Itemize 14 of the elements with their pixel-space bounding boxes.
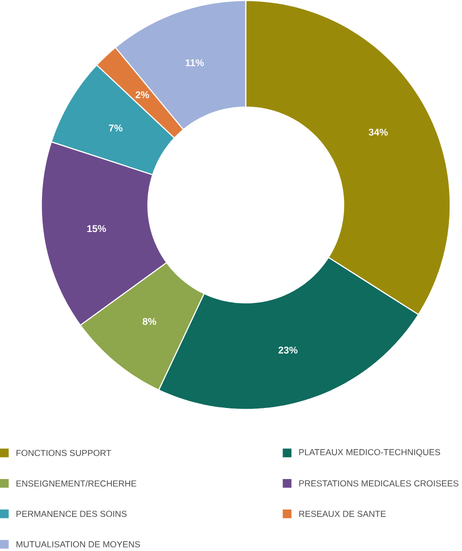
data-label: 15% — [87, 225, 106, 232]
legend-label: PERMANENCE DES SOINS — [16, 510, 126, 517]
data-label: 23% — [278, 346, 298, 354]
legend-label: MUTUALISATION DE MOYENS — [16, 541, 140, 548]
legend-label: PRESTATIONS MEDICALES CROISEES — [299, 480, 458, 486]
legend-label: FONCTIONS SUPPORT — [16, 450, 111, 456]
data-label: 2% — [135, 91, 149, 98]
data-label: 7% — [108, 124, 122, 132]
legend-label: ENSEIGNEMENT/RECHERHE — [16, 480, 136, 487]
legend-label: RESEAUX DE SANTE — [299, 510, 386, 517]
data-label: 11% — [185, 59, 204, 66]
legend-label: PLATEAUX MEDICO-TECHNIQUES — [299, 449, 440, 457]
data-label: 34% — [368, 128, 388, 136]
data-label: 8% — [142, 318, 156, 325]
